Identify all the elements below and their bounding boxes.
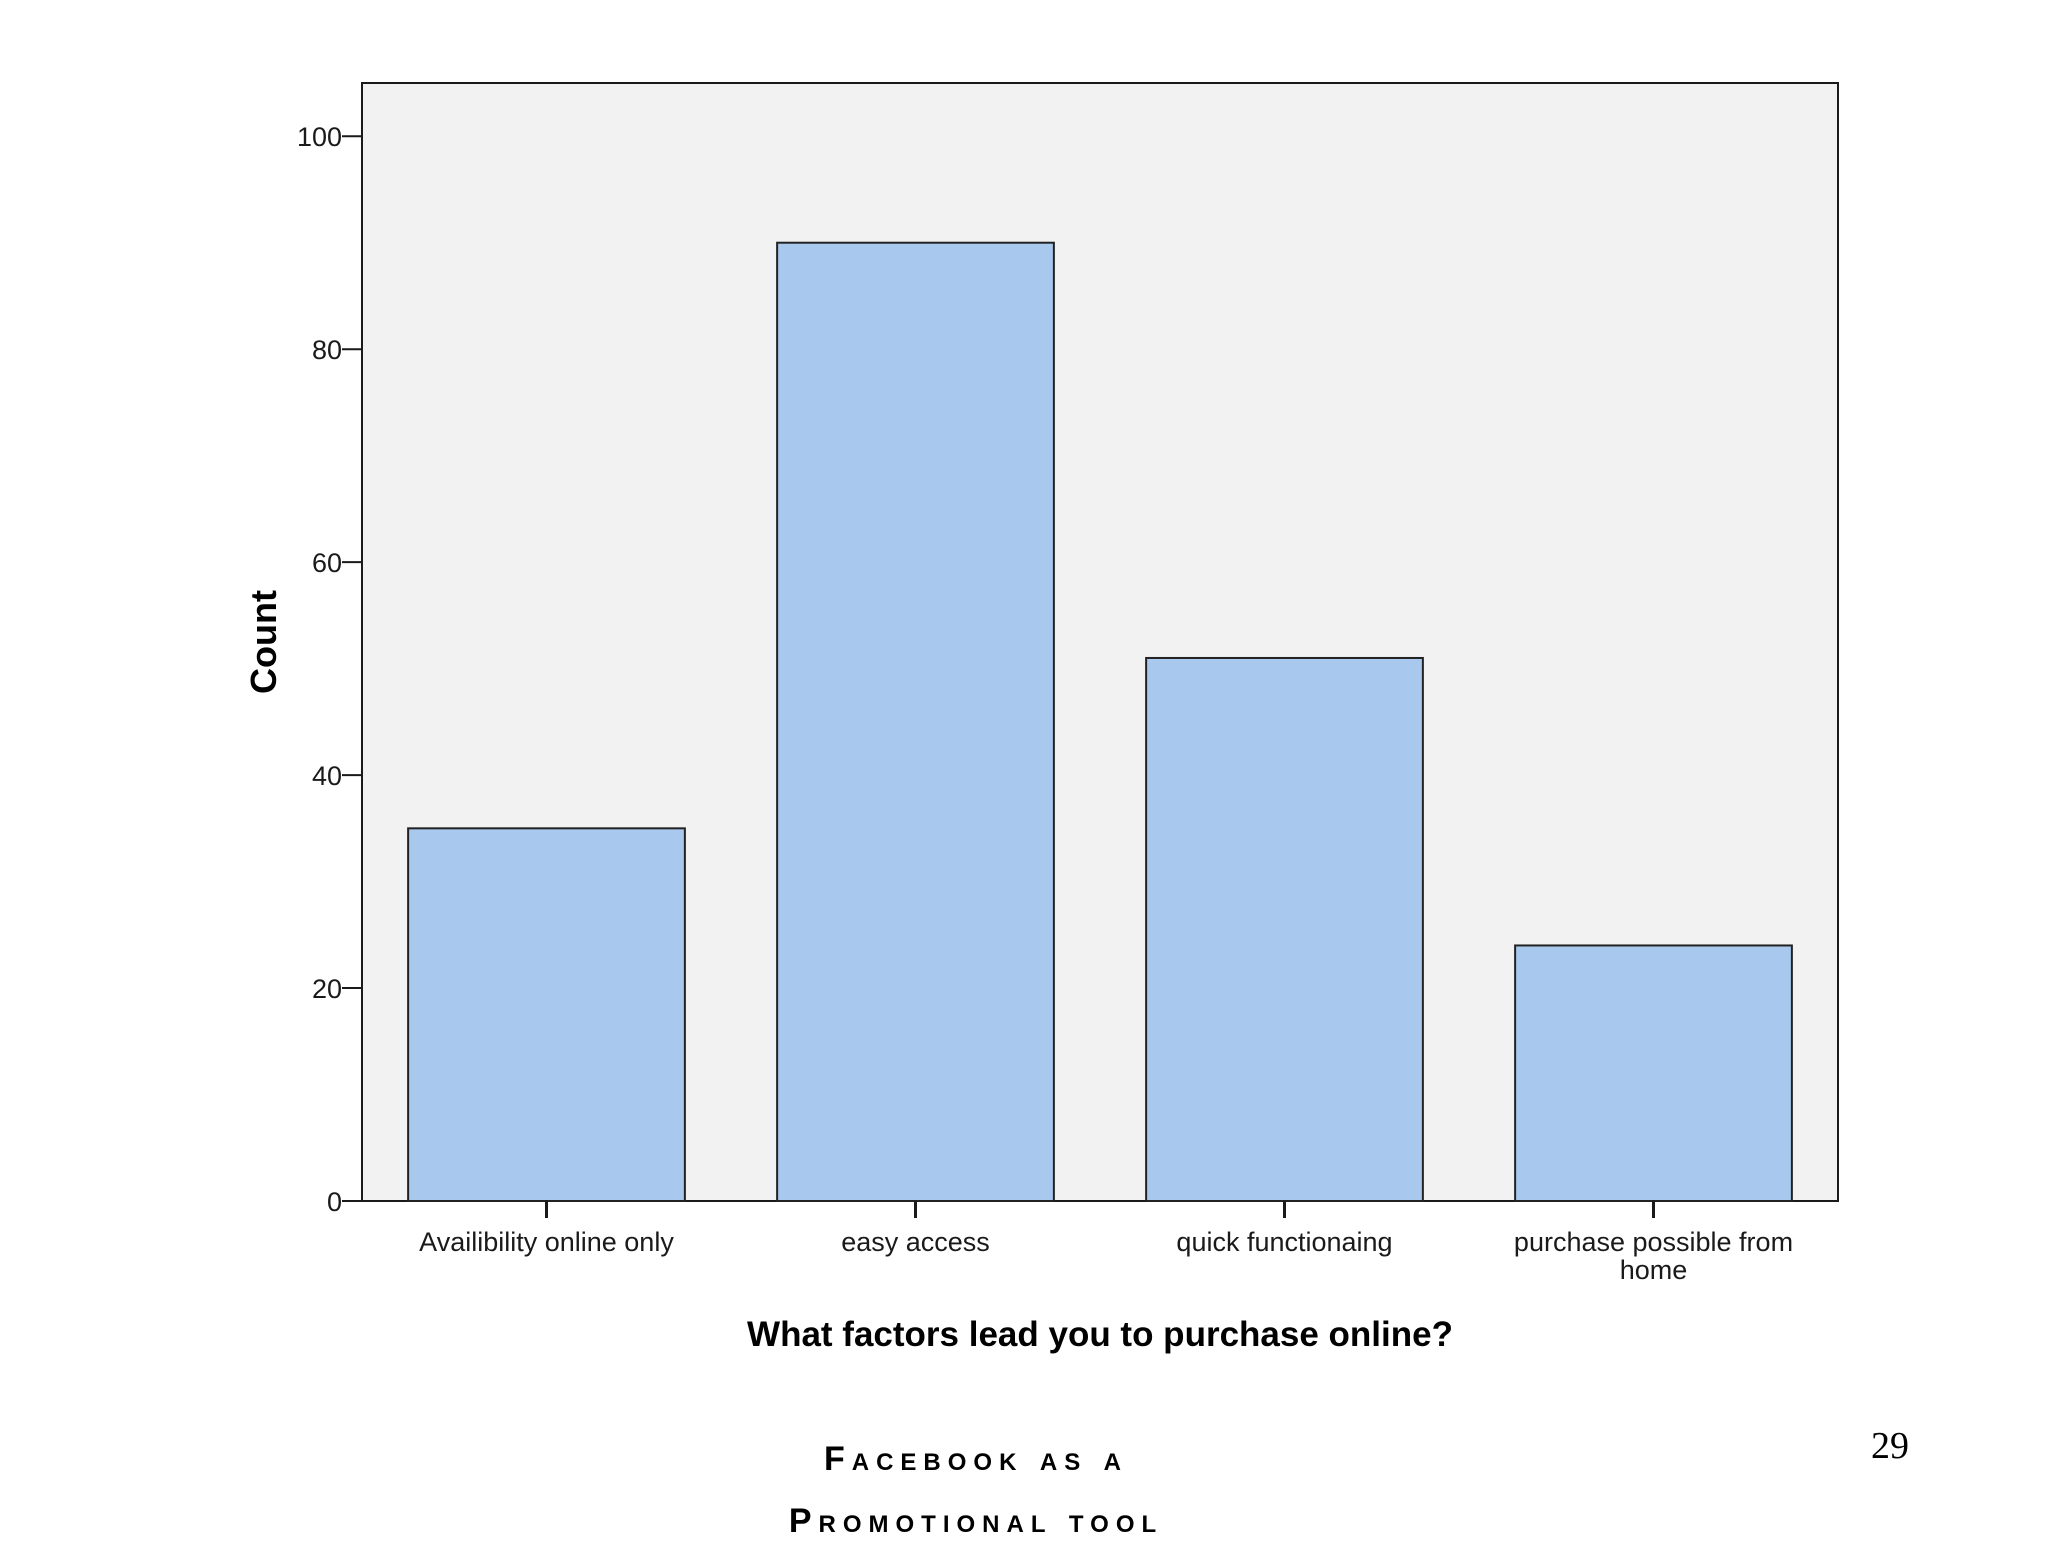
- y-tick-label-1: 20: [312, 974, 342, 1004]
- x-tick-label-1: easy access: [841, 1227, 990, 1257]
- x-tick-label-2-line-0: quick functionaing: [1176, 1227, 1392, 1257]
- bar-3: [1514, 944, 1793, 1203]
- y-axis-title: Count: [243, 590, 284, 694]
- x-tick-label-0-line-0: Availibility online only: [419, 1227, 674, 1257]
- x-tick-label-3: purchase possible from home: [1514, 1227, 1793, 1285]
- x-tick-label-3-line-0: purchase possible from: [1514, 1227, 1793, 1257]
- x-tick-label-1-line-0: easy access: [841, 1227, 990, 1257]
- x-tick-label-3-line-1: home: [1620, 1255, 1688, 1285]
- y-axis: 0 20 40 60 80 100: [297, 122, 362, 1217]
- y-tick-label-5: 100: [297, 122, 342, 152]
- footer-line-2: Promotional tool: [788, 1502, 1164, 1540]
- footer-line-1: Facebook as a: [823, 1440, 1128, 1478]
- y-tick-label-3: 60: [312, 548, 342, 578]
- bar-1: [776, 241, 1055, 1202]
- x-tick-label-2: quick functionaing: [1176, 1227, 1392, 1257]
- x-tick-label-0: Availibility online only: [419, 1227, 674, 1257]
- page-number: 29: [1871, 1425, 1909, 1467]
- bar-0: [407, 827, 686, 1202]
- x-axis-title: What factors lead you to purchase online…: [747, 1315, 1453, 1354]
- bar-2: [1145, 656, 1424, 1202]
- y-tick-label-2: 40: [312, 761, 342, 791]
- y-tick-label-4: 80: [312, 335, 342, 365]
- y-tick-label-0: 0: [327, 1187, 342, 1217]
- bars-layer: [407, 241, 1793, 1203]
- x-axis: Availibility online only easy access quick…: [419, 1201, 1793, 1285]
